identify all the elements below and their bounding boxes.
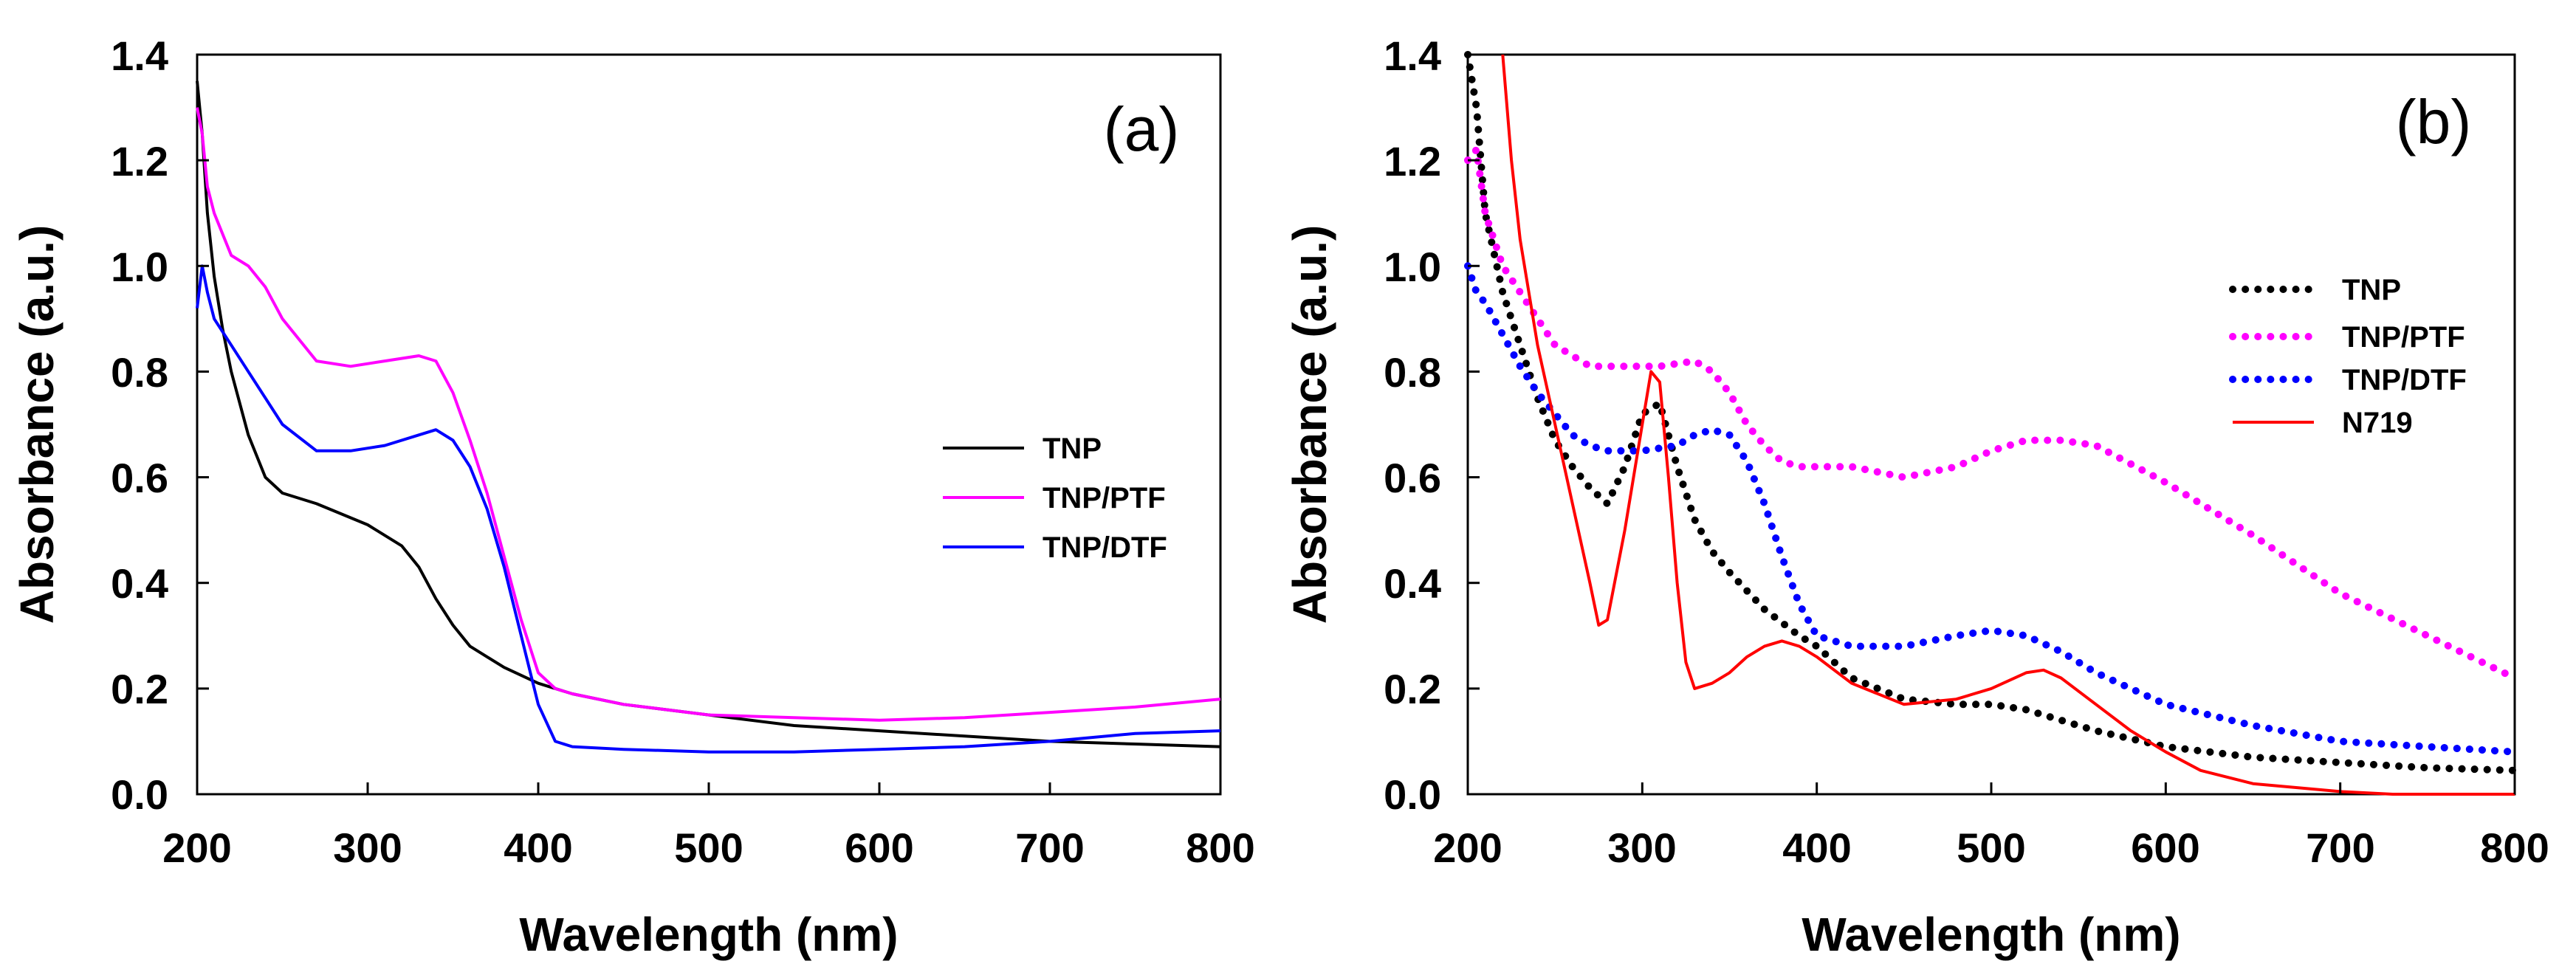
y-tick-label: 1.2 [111, 138, 168, 185]
panel-label: (a) [1104, 94, 1180, 164]
legend-label: N719 [2342, 407, 2413, 439]
panel-label: (b) [2396, 87, 2472, 156]
series-line-tnp [196, 80, 1221, 748]
panel-b: 200 300 400 500 600 700 800 0.0 0.2 0.4 … [1283, 32, 2549, 961]
x-tick-label: 200 [162, 824, 231, 871]
x-axis-title: Wavelength (nm) [519, 908, 898, 961]
x-tick-label: 300 [333, 824, 402, 871]
y-tick-label: 0.0 [1384, 771, 1441, 818]
legend-label: TNP [2342, 274, 2401, 306]
series-line-tnp-dtf [1464, 262, 2518, 756]
y-tick-label: 0.4 [1384, 560, 1441, 607]
plot-frame [196, 53, 1222, 796]
legend-label: TNP/DTF [2342, 364, 2467, 396]
tick-layer [196, 53, 1222, 796]
x-tick-label: 500 [674, 824, 743, 871]
y-tick-label: 0.6 [111, 455, 168, 501]
x-tick-label: 600 [2131, 824, 2199, 871]
x-tick-label: 700 [1015, 824, 1084, 871]
y-tick-label: 0.8 [1384, 349, 1441, 396]
x-tick-label: 200 [1433, 824, 1502, 871]
y-tick-label: 0.2 [1384, 666, 1441, 712]
y-axis-title: Absorbance (a.u.) [10, 225, 63, 624]
y-tick-label: 1.2 [1384, 138, 1441, 185]
panel-a: 200 300 400 500 600 700 800 0.0 0.2 0.4 … [10, 32, 1255, 961]
x-tick-label: 800 [1186, 824, 1254, 871]
y-axis-title: Absorbance (a.u.) [1283, 225, 1336, 624]
y-tick-label: 1.0 [1384, 244, 1441, 290]
x-tick-label: 500 [1957, 824, 2025, 871]
tick-layer [1466, 53, 2516, 796]
y-tick-label: 0.4 [111, 560, 168, 607]
y-tick-label: 1.4 [1384, 32, 1441, 79]
legend-label: TNP/PTF [2342, 321, 2465, 354]
series-layer [1464, 51, 2518, 796]
series-line-tnp-ptf [1464, 145, 2518, 682]
series-line-tnp-dtf [196, 264, 1221, 754]
y-tick-label: 1.0 [111, 244, 168, 290]
series-line-tnp [1464, 51, 2518, 774]
x-tick-label: 600 [845, 824, 913, 871]
legend-label: TNP/DTF [1043, 531, 1167, 564]
x-tick-label: 800 [2480, 824, 2549, 871]
y-tick-label: 1.4 [111, 32, 168, 79]
y-tick-label: 0.6 [1384, 455, 1441, 501]
legend: TNP TNP/PTF TNP/DTF [943, 433, 1167, 564]
legend: TNP TNP/PTF TNP/DTF N719 [2229, 274, 2467, 439]
legend-label: TNP/PTF [1043, 482, 1166, 514]
series-line-tnp-ptf [196, 107, 1221, 722]
legend-label: TNP [1043, 433, 1102, 465]
x-tick-label: 300 [1607, 824, 1676, 871]
x-tick-label: 700 [2306, 824, 2374, 871]
x-tick-label: 400 [504, 824, 572, 871]
x-tick-label: 400 [1782, 824, 1851, 871]
series-layer [196, 80, 1221, 754]
x-axis-title: Wavelength (nm) [1802, 908, 2180, 961]
series-line-n719 [1501, 54, 2515, 796]
y-tick-label: 0.2 [111, 666, 168, 712]
y-tick-label: 0.8 [111, 349, 168, 396]
y-tick-label: 0.0 [111, 771, 168, 818]
